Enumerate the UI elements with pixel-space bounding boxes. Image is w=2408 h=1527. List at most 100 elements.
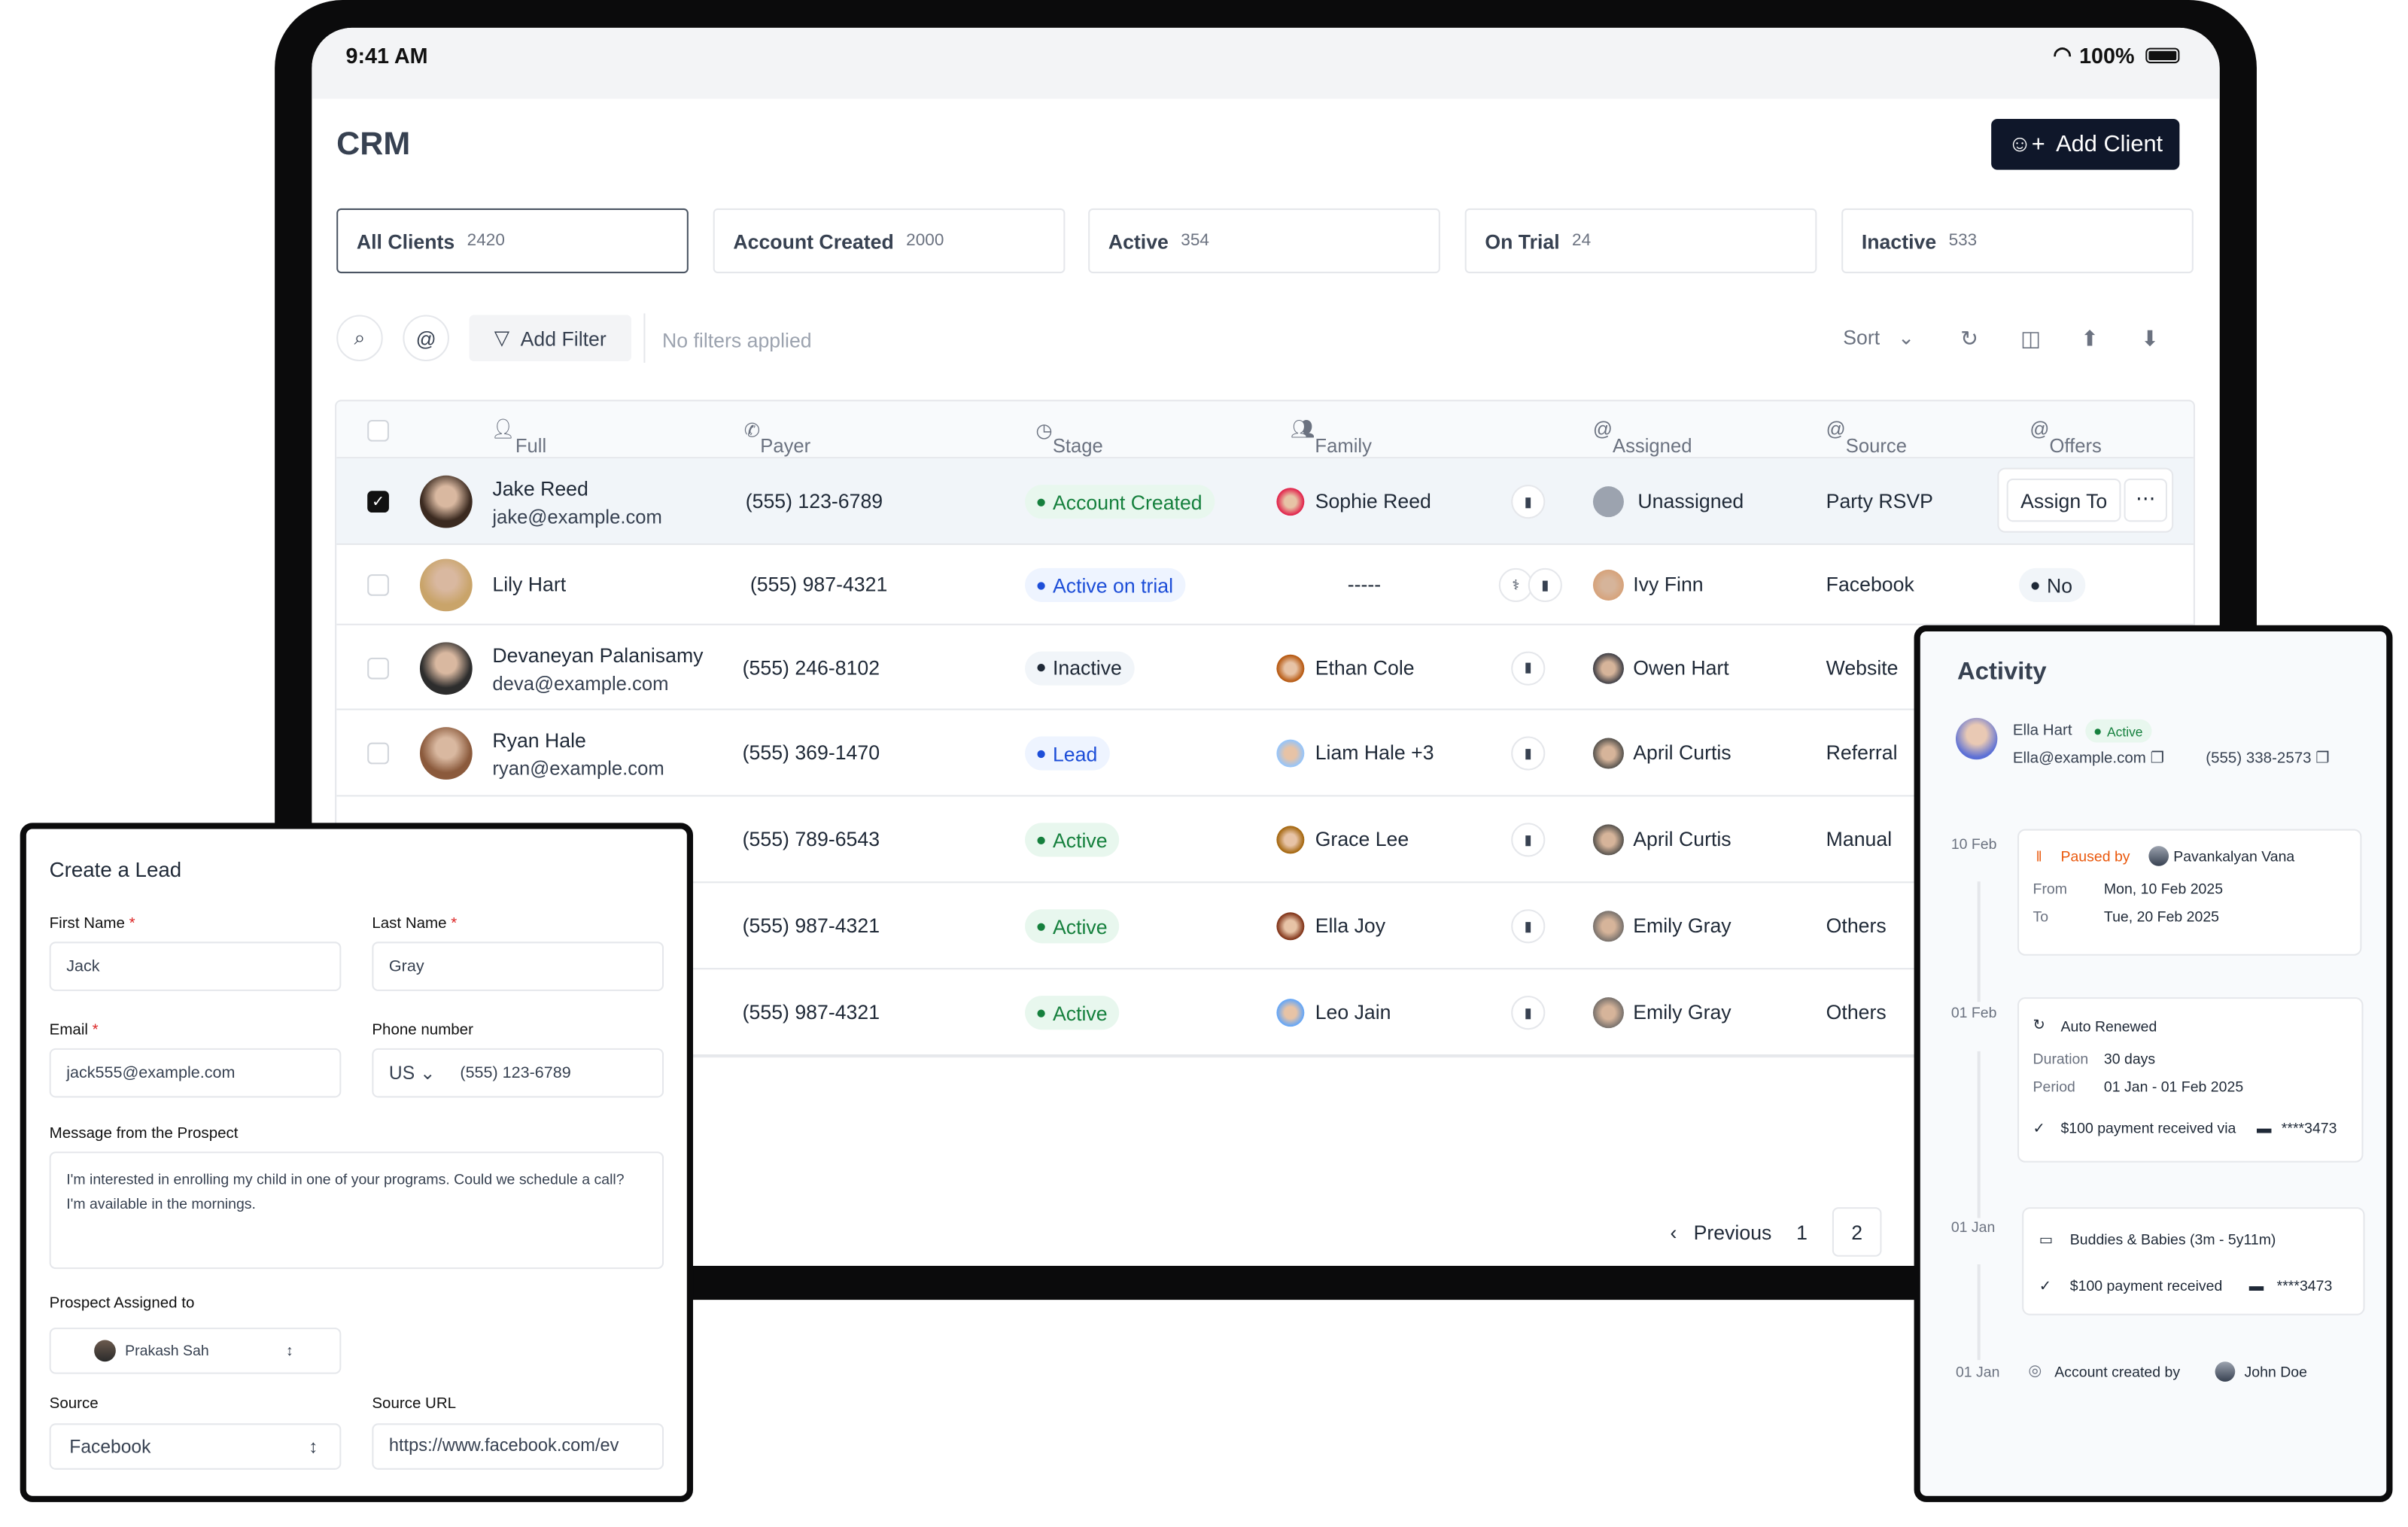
avatar bbox=[1592, 569, 1624, 601]
mention-filter-button[interactable]: @ bbox=[403, 315, 449, 361]
family-cell: Grace Lee bbox=[1315, 827, 1409, 851]
assign-to-button[interactable]: Assign To bbox=[2006, 478, 2121, 522]
row-checkbox[interactable] bbox=[367, 742, 389, 765]
email-field[interactable]: jack555@example.com bbox=[49, 1048, 342, 1098]
table-row[interactable]: (555) 987-4321 Active Leo Jain ▮ Emily Gray O… bbox=[336, 969, 2194, 1057]
stage-badge: Active bbox=[1025, 996, 1120, 1030]
avatar bbox=[419, 558, 473, 612]
first-name-field[interactable]: Jack bbox=[49, 941, 342, 991]
stage-badge: Active bbox=[1025, 909, 1120, 944]
clients-table: 👤︎ Full Name ✆ Payer Phone ◷ Stage 👥︎ Fa… bbox=[335, 400, 2195, 1058]
assigned-select[interactable]: Prakash Sah ↕ bbox=[49, 1328, 342, 1374]
event-date: 01 Feb bbox=[1950, 1005, 1997, 1022]
stage-badge: Active on trial bbox=[1025, 567, 1186, 602]
pagination: ‹ Previous 1 2 bbox=[1670, 1207, 1882, 1257]
row-checkbox[interactable]: ✓ bbox=[367, 491, 389, 513]
avatar bbox=[1276, 653, 1305, 682]
bookmark-icon[interactable]: ▮ bbox=[1511, 650, 1546, 685]
columns-icon[interactable]: ◫ bbox=[2020, 325, 2042, 351]
avatar bbox=[2148, 846, 2169, 866]
source-url-label: Source URL bbox=[372, 1395, 457, 1413]
bookmark-icon[interactable]: ▮ bbox=[1511, 823, 1546, 857]
table-row[interactable]: ✓ Jake Reed jake@example.com (555) 123-6789… bbox=[336, 458, 2194, 546]
more-options-button[interactable]: ⋯ bbox=[2124, 478, 2167, 522]
source-cell: Others bbox=[1826, 914, 1887, 938]
bookmark-icon[interactable]: ▮ bbox=[1511, 736, 1546, 771]
card-icon: ▭ bbox=[2039, 1231, 2054, 1249]
assigned-cell: Ivy Finn bbox=[1633, 573, 1704, 596]
source-url-field[interactable]: https://www.facebook.com/ev bbox=[372, 1423, 664, 1470]
add-user-icon: ☺+ bbox=[2008, 131, 2045, 158]
tab-inactive[interactable]: Inactive 533 bbox=[1841, 208, 2194, 274]
table-row[interactable]: Lily Hart (555) 987-4321 Active on trial --… bbox=[336, 545, 2194, 625]
activity-panel: Activity Ella Hart Active Ella@example.c… bbox=[1914, 625, 2393, 1502]
status-time: 9:41 AM bbox=[345, 43, 428, 68]
avatar bbox=[419, 641, 473, 695]
table-row[interactable]: Ryan Hale ryan@example.com (555) 369-1470 L… bbox=[336, 710, 2194, 797]
add-filter-button[interactable]: ▽ Add Filter bbox=[469, 315, 631, 361]
table-row[interactable]: Devaneyan Palanisamy deva@example.com (555… bbox=[336, 625, 2194, 710]
col-offers: @ Offers bbox=[2029, 418, 2102, 458]
tab-account-created[interactable]: Account Created 2000 bbox=[713, 208, 1066, 274]
first-name-label: First Name * bbox=[49, 915, 135, 932]
previous-page-button[interactable]: ‹ Previous bbox=[1670, 1220, 1772, 1244]
copy-icon[interactable]: ❐ bbox=[2315, 750, 2330, 768]
add-client-button[interactable]: ☺+ Add Client bbox=[1991, 118, 2180, 170]
source-select[interactable]: Facebook ↕ bbox=[49, 1423, 342, 1470]
avatar bbox=[1592, 486, 1624, 518]
upload-icon[interactable]: ⬆︎ bbox=[2081, 325, 2099, 351]
assigned-cell: Emily Gray bbox=[1633, 914, 1732, 938]
offers-badge: No bbox=[2019, 567, 2085, 602]
row-checkbox[interactable] bbox=[367, 656, 389, 679]
tab-on-trial[interactable]: On Trial 24 bbox=[1464, 208, 1817, 274]
bookmark-icon[interactable]: ▮ bbox=[1528, 567, 1562, 602]
bookmark-icon[interactable]: ▮ bbox=[1511, 485, 1546, 519]
col-family: 👥︎ Family bbox=[1290, 418, 1372, 458]
last-name-field[interactable]: Gray bbox=[372, 941, 664, 991]
page-2-button[interactable]: 2 bbox=[1832, 1207, 1882, 1257]
last-name-label: Last Name * bbox=[372, 915, 458, 932]
table-row[interactable]: (555) 987-4321 Active Ella Joy ▮ Emily Gray O… bbox=[336, 883, 2194, 970]
client-name: Ella Hart bbox=[2012, 722, 2072, 740]
client-email: Ella@example.com ❐ bbox=[2012, 750, 2164, 768]
avatar bbox=[1592, 652, 1624, 683]
download-icon[interactable]: ⬇︎ bbox=[2141, 325, 2160, 351]
family-cell: Sophie Reed bbox=[1315, 489, 1431, 513]
search-button[interactable]: ⌕ bbox=[336, 315, 383, 361]
bookmark-icon[interactable]: ▮ bbox=[1511, 996, 1546, 1030]
source-cell: Referral bbox=[1826, 741, 1898, 765]
divider bbox=[643, 313, 646, 363]
event-card-paused: ‖ Paused by Pavankalyan Vana From Mon, 1… bbox=[2017, 829, 2362, 956]
col-full-name: 👤︎ Full Name bbox=[491, 418, 567, 479]
avatar bbox=[1276, 912, 1305, 941]
tab-active[interactable]: Active 354 bbox=[1088, 208, 1440, 274]
account-created-text: Account created by bbox=[2054, 1364, 2181, 1382]
assigned-cell: April Curtis bbox=[1633, 741, 1732, 765]
avatar bbox=[1276, 826, 1305, 854]
avatar bbox=[1592, 824, 1624, 856]
phone-field[interactable]: US ⌄ (555) 123-6789 bbox=[372, 1048, 664, 1098]
sort-dropdown[interactable]: Sort ⌄ bbox=[1843, 325, 1915, 349]
activity-title: Activity bbox=[1957, 659, 2047, 686]
filters-status: No filters applied bbox=[661, 328, 812, 352]
family-cell: Ethan Cole bbox=[1315, 655, 1415, 679]
timeline-line bbox=[1977, 1051, 1981, 1218]
wifi-icon: ◠ bbox=[2053, 41, 2072, 67]
country-select[interactable]: US ⌄ bbox=[388, 1062, 436, 1084]
refresh-icon[interactable]: ↻ bbox=[1960, 325, 1979, 351]
event-card-renewed: ↻ Auto Renewed Duration 30 days Period 0… bbox=[2017, 997, 2364, 1163]
status-badge: Active bbox=[2085, 719, 2152, 743]
page-1-button[interactable]: 1 bbox=[1796, 1220, 1808, 1244]
battery-percent: 100% bbox=[2079, 43, 2135, 68]
table-row[interactable]: (555) 789-6543 Active Grace Lee ▮ April Curt… bbox=[336, 796, 2194, 884]
renew-icon: ↻ bbox=[2033, 1017, 2045, 1035]
bookmark-icon[interactable]: ▮ bbox=[1511, 909, 1546, 944]
source-cell: Party RSVP bbox=[1826, 489, 1933, 513]
message-textarea[interactable]: I'm interested in enrolling my child in … bbox=[49, 1151, 664, 1270]
copy-icon[interactable]: ❐ bbox=[2150, 750, 2164, 768]
row-checkbox[interactable] bbox=[367, 574, 389, 596]
tab-all-clients[interactable]: All Clients 2420 bbox=[336, 208, 689, 274]
table-header: 👤︎ Full Name ✆ Payer Phone ◷ Stage 👥︎ Fa… bbox=[336, 401, 2194, 479]
filter-icon: ▽ bbox=[494, 325, 510, 349]
select-all-checkbox[interactable] bbox=[367, 419, 389, 442]
